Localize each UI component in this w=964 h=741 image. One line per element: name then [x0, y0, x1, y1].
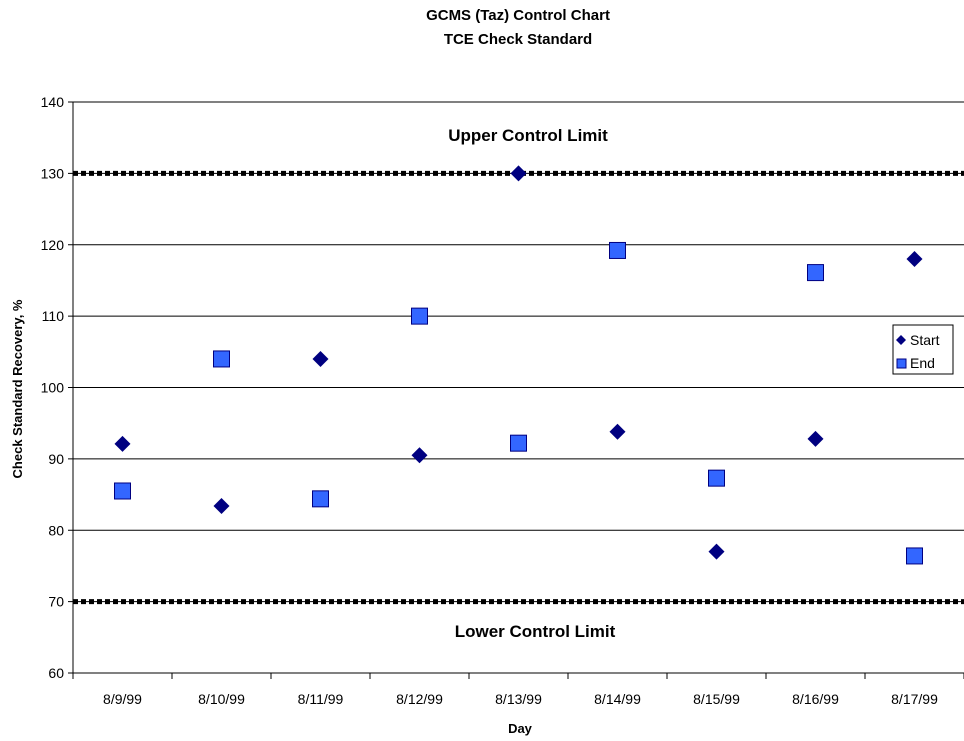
end-point — [609, 241, 626, 259]
start-point — [312, 350, 329, 367]
legend-marker-end — [896, 358, 907, 369]
start-point — [114, 435, 131, 452]
x-tick-labels: 8/9/99 8/10/99 8/11/99 8/12/99 8/13/99 8/14/9… — [103, 691, 938, 707]
end-point — [411, 307, 428, 325]
data-points — [114, 165, 923, 565]
legend-label-start: Start — [910, 332, 940, 348]
start-point — [708, 543, 725, 560]
axes — [68, 101, 964, 679]
x-axis-title: Day — [508, 721, 533, 736]
legend-label-end: End — [910, 355, 935, 371]
x-tick-label: 8/9/99 — [103, 691, 142, 707]
legend: Start End — [892, 324, 954, 375]
y-axis-title: Check Standard Recovery, % — [10, 299, 25, 478]
y-tick-label: 120 — [41, 237, 65, 253]
x-tick-label: 8/10/99 — [198, 691, 245, 707]
start-point — [609, 423, 626, 440]
start-point — [213, 497, 230, 514]
end-point — [807, 264, 824, 282]
end-point — [213, 350, 230, 368]
end-point — [510, 434, 527, 452]
y-tick-labels: 60 70 80 90 100 110 120 130 140 — [41, 94, 65, 681]
y-tick-label: 60 — [48, 665, 64, 681]
end-point — [906, 547, 923, 565]
end-point — [708, 469, 725, 487]
start-point — [906, 251, 923, 268]
x-tick-label: 8/15/99 — [693, 691, 740, 707]
x-tick-label: 8/16/99 — [792, 691, 839, 707]
end-point — [312, 490, 329, 508]
x-tick-label: 8/11/99 — [298, 691, 344, 707]
x-tick-label: 8/12/99 — [396, 691, 443, 707]
y-tick-label: 100 — [41, 380, 65, 396]
legend-marker-start — [896, 335, 906, 345]
control-limit-lines — [73, 170, 964, 605]
x-tick-label: 8/17/99 — [891, 691, 938, 707]
upper-control-limit-label: Upper Control Limit — [448, 126, 608, 145]
y-tick-label: 130 — [41, 165, 65, 181]
chart-subtitle: TCE Check Standard — [444, 31, 592, 48]
start-point — [510, 165, 527, 182]
chart-title: GCMS (Taz) Control Chart — [426, 7, 610, 24]
x-tick-label: 8/13/99 — [495, 691, 542, 707]
end-point — [114, 482, 131, 500]
start-point — [411, 447, 428, 464]
y-tick-label: 140 — [41, 94, 65, 110]
y-tick-label: 80 — [48, 522, 64, 538]
start-point — [807, 430, 824, 447]
y-tick-label: 90 — [48, 451, 64, 467]
y-tick-label: 70 — [48, 594, 64, 610]
y-tick-label: 110 — [42, 308, 65, 324]
x-tick-label: 8/14/99 — [594, 691, 641, 707]
lower-control-limit-label: Lower Control Limit — [455, 622, 616, 641]
